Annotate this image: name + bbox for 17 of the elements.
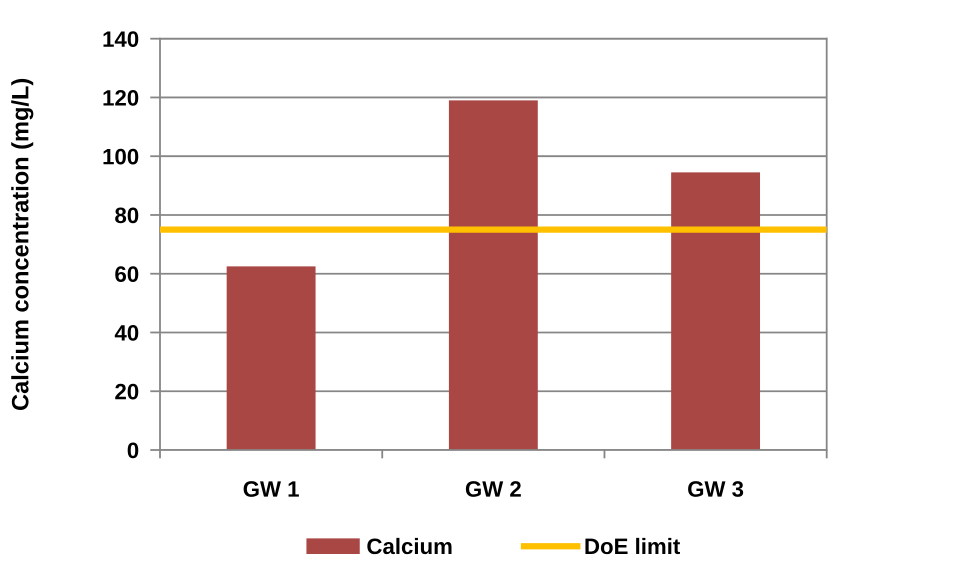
y-tick-label: 60	[115, 266, 138, 282]
y-axis-title: Calcium concentration (mg/L)	[11, 78, 34, 410]
bar	[671, 172, 760, 450]
y-tick-label: 100	[103, 148, 138, 164]
bar	[448, 100, 538, 450]
y-tick-label: 0	[128, 442, 138, 458]
x-tick-label: GW 1	[244, 481, 299, 497]
y-tick-label: 120	[103, 90, 138, 106]
legend-label: DoE limit	[585, 538, 680, 554]
x-tick-label: GW 2	[466, 481, 521, 497]
y-tick-label: 20	[115, 384, 138, 400]
bar	[226, 266, 316, 450]
legend-label: Calcium	[367, 538, 452, 554]
y-tick-label: 40	[114, 325, 138, 341]
y-tick-label: 140	[103, 31, 138, 47]
y-tick-label: 80	[115, 208, 138, 224]
x-tick-label: GW 3	[688, 481, 744, 497]
